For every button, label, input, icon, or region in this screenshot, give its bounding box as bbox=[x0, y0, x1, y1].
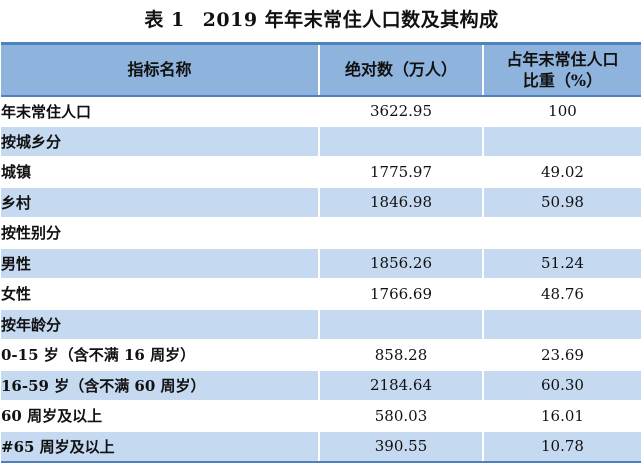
row-share: 49.02 bbox=[482, 156, 641, 187]
row-value: 580.03 bbox=[318, 400, 483, 431]
row-value: 390.55 bbox=[318, 430, 483, 463]
row-value: 2184.64 bbox=[318, 369, 483, 401]
population-table: 指标名称 绝对数（万人） 占年末常住人口 比重（%） 年末常住人口 3622.9… bbox=[1, 42, 641, 463]
row-share: 16.01 bbox=[482, 400, 641, 431]
table-caption: 2019 年年末常住人口数及其构成 bbox=[202, 9, 499, 31]
table-row: 年末常住人口 3622.95 100 bbox=[1, 95, 641, 126]
row-share bbox=[482, 308, 641, 340]
row-label: 城镇 bbox=[1, 156, 319, 187]
row-share bbox=[482, 217, 641, 248]
table-number: 表 1 bbox=[144, 9, 185, 31]
row-value: 1775.97 bbox=[318, 156, 483, 187]
table-row: 16-59 岁（含不满 60 周岁） 2184.64 60.30 bbox=[1, 369, 641, 401]
row-share: 50.98 bbox=[482, 186, 641, 218]
row-label: 16-59 岁（含不满 60 周岁） bbox=[1, 369, 319, 401]
row-group-label: 按性别分 bbox=[1, 217, 319, 248]
table-row: 按城乡分 bbox=[1, 125, 641, 157]
row-share: 100 bbox=[482, 95, 641, 126]
row-value bbox=[318, 308, 483, 340]
row-value bbox=[318, 125, 483, 157]
table-row: 女性 1766.69 48.76 bbox=[1, 278, 641, 309]
table-title: 表 1 2019 年年末常住人口数及其构成 bbox=[0, 6, 643, 34]
row-label: 60 周岁及以上 bbox=[1, 400, 319, 431]
table-row: 男性 1856.26 51.24 bbox=[1, 247, 641, 279]
table-row: 0-15 岁（含不满 16 周岁） 858.28 23.69 bbox=[1, 339, 641, 370]
table-row: 乡村 1846.98 50.98 bbox=[1, 186, 641, 218]
row-label: 男性 bbox=[1, 247, 319, 279]
row-share: 10.78 bbox=[482, 430, 641, 463]
header-share-line2: 比重（%） bbox=[522, 70, 603, 90]
table-row: #65 周岁及以上 390.55 10.78 bbox=[1, 430, 641, 463]
header-absolute: 绝对数（万人） bbox=[318, 42, 483, 97]
row-label: 乡村 bbox=[1, 186, 319, 218]
table-row: 城镇 1775.97 49.02 bbox=[1, 156, 641, 187]
header-indicator: 指标名称 bbox=[1, 42, 319, 97]
row-share: 23.69 bbox=[482, 339, 641, 370]
table-row: 按年龄分 bbox=[1, 308, 641, 340]
table-row: 60 周岁及以上 580.03 16.01 bbox=[1, 400, 641, 431]
row-value: 1766.69 bbox=[318, 278, 483, 309]
row-label: #65 周岁及以上 bbox=[1, 430, 319, 463]
row-share: 48.76 bbox=[482, 278, 641, 309]
row-value: 1846.98 bbox=[318, 186, 483, 218]
row-label: 女性 bbox=[1, 278, 319, 309]
row-value: 858.28 bbox=[318, 339, 483, 370]
row-group-label: 按年龄分 bbox=[1, 308, 319, 340]
row-value bbox=[318, 217, 483, 248]
row-share bbox=[482, 125, 641, 157]
row-share: 51.24 bbox=[482, 247, 641, 279]
row-value: 1856.26 bbox=[318, 247, 483, 279]
row-value: 3622.95 bbox=[318, 95, 483, 126]
row-label: 0-15 岁（含不满 16 周岁） bbox=[1, 339, 319, 370]
row-label: 年末常住人口 bbox=[1, 95, 319, 126]
row-share: 60.30 bbox=[482, 369, 641, 401]
table-header-row: 指标名称 绝对数（万人） 占年末常住人口 比重（%） bbox=[1, 42, 641, 97]
table-row: 按性别分 bbox=[1, 217, 641, 248]
row-group-label: 按城乡分 bbox=[1, 125, 319, 157]
header-share-line1: 占年末常住人口 bbox=[506, 49, 619, 69]
header-share: 占年末常住人口 比重（%） bbox=[482, 42, 641, 97]
